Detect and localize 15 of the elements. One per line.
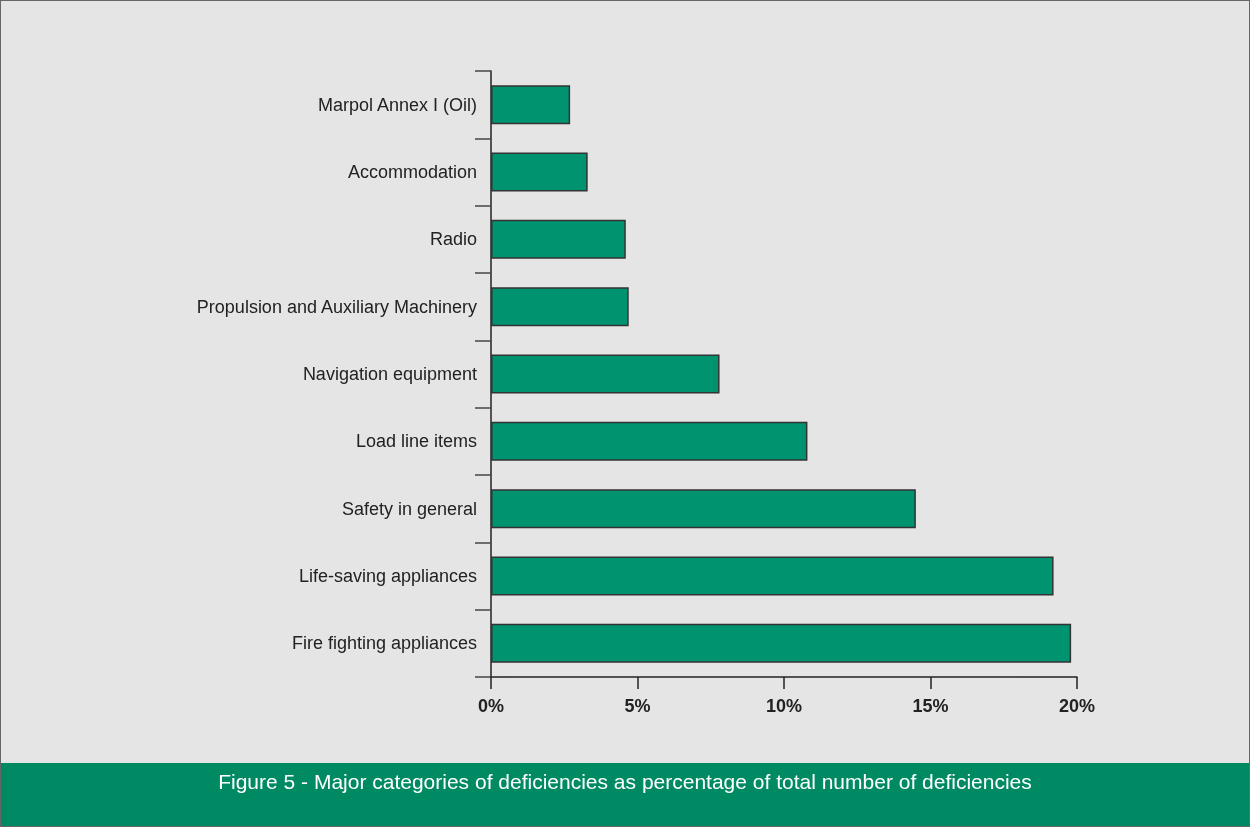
x-tick-label: 0% [477, 696, 505, 716]
y-tick-label: Load line items [355, 431, 477, 452]
y-tick-label: Fire fighting appliances [291, 633, 477, 654]
y-tick-label: Life-saving appliances [298, 566, 477, 586]
y-tick-label: Accommodation [347, 162, 477, 182]
text: Figure 5 - Major categories of deficiencies as percentage of total number of deficiencies [1, 763, 1249, 826]
y-tick-label: Radio [429, 229, 477, 250]
y-tick-label: Safety in general [341, 498, 477, 519]
y-tick-label: Propulsion and Auxiliary Machinery [196, 296, 477, 317]
y-tick-label: Navigation equipment [302, 364, 477, 384]
y-tick-label: Marpol Annex I (Oil) [317, 94, 477, 115]
x-tick-label: 10% [765, 696, 803, 716]
x-tick-label: 20% [1058, 696, 1096, 716]
x-tick-label: 15% [912, 696, 949, 716]
x-tick-label: 5% [624, 696, 651, 716]
